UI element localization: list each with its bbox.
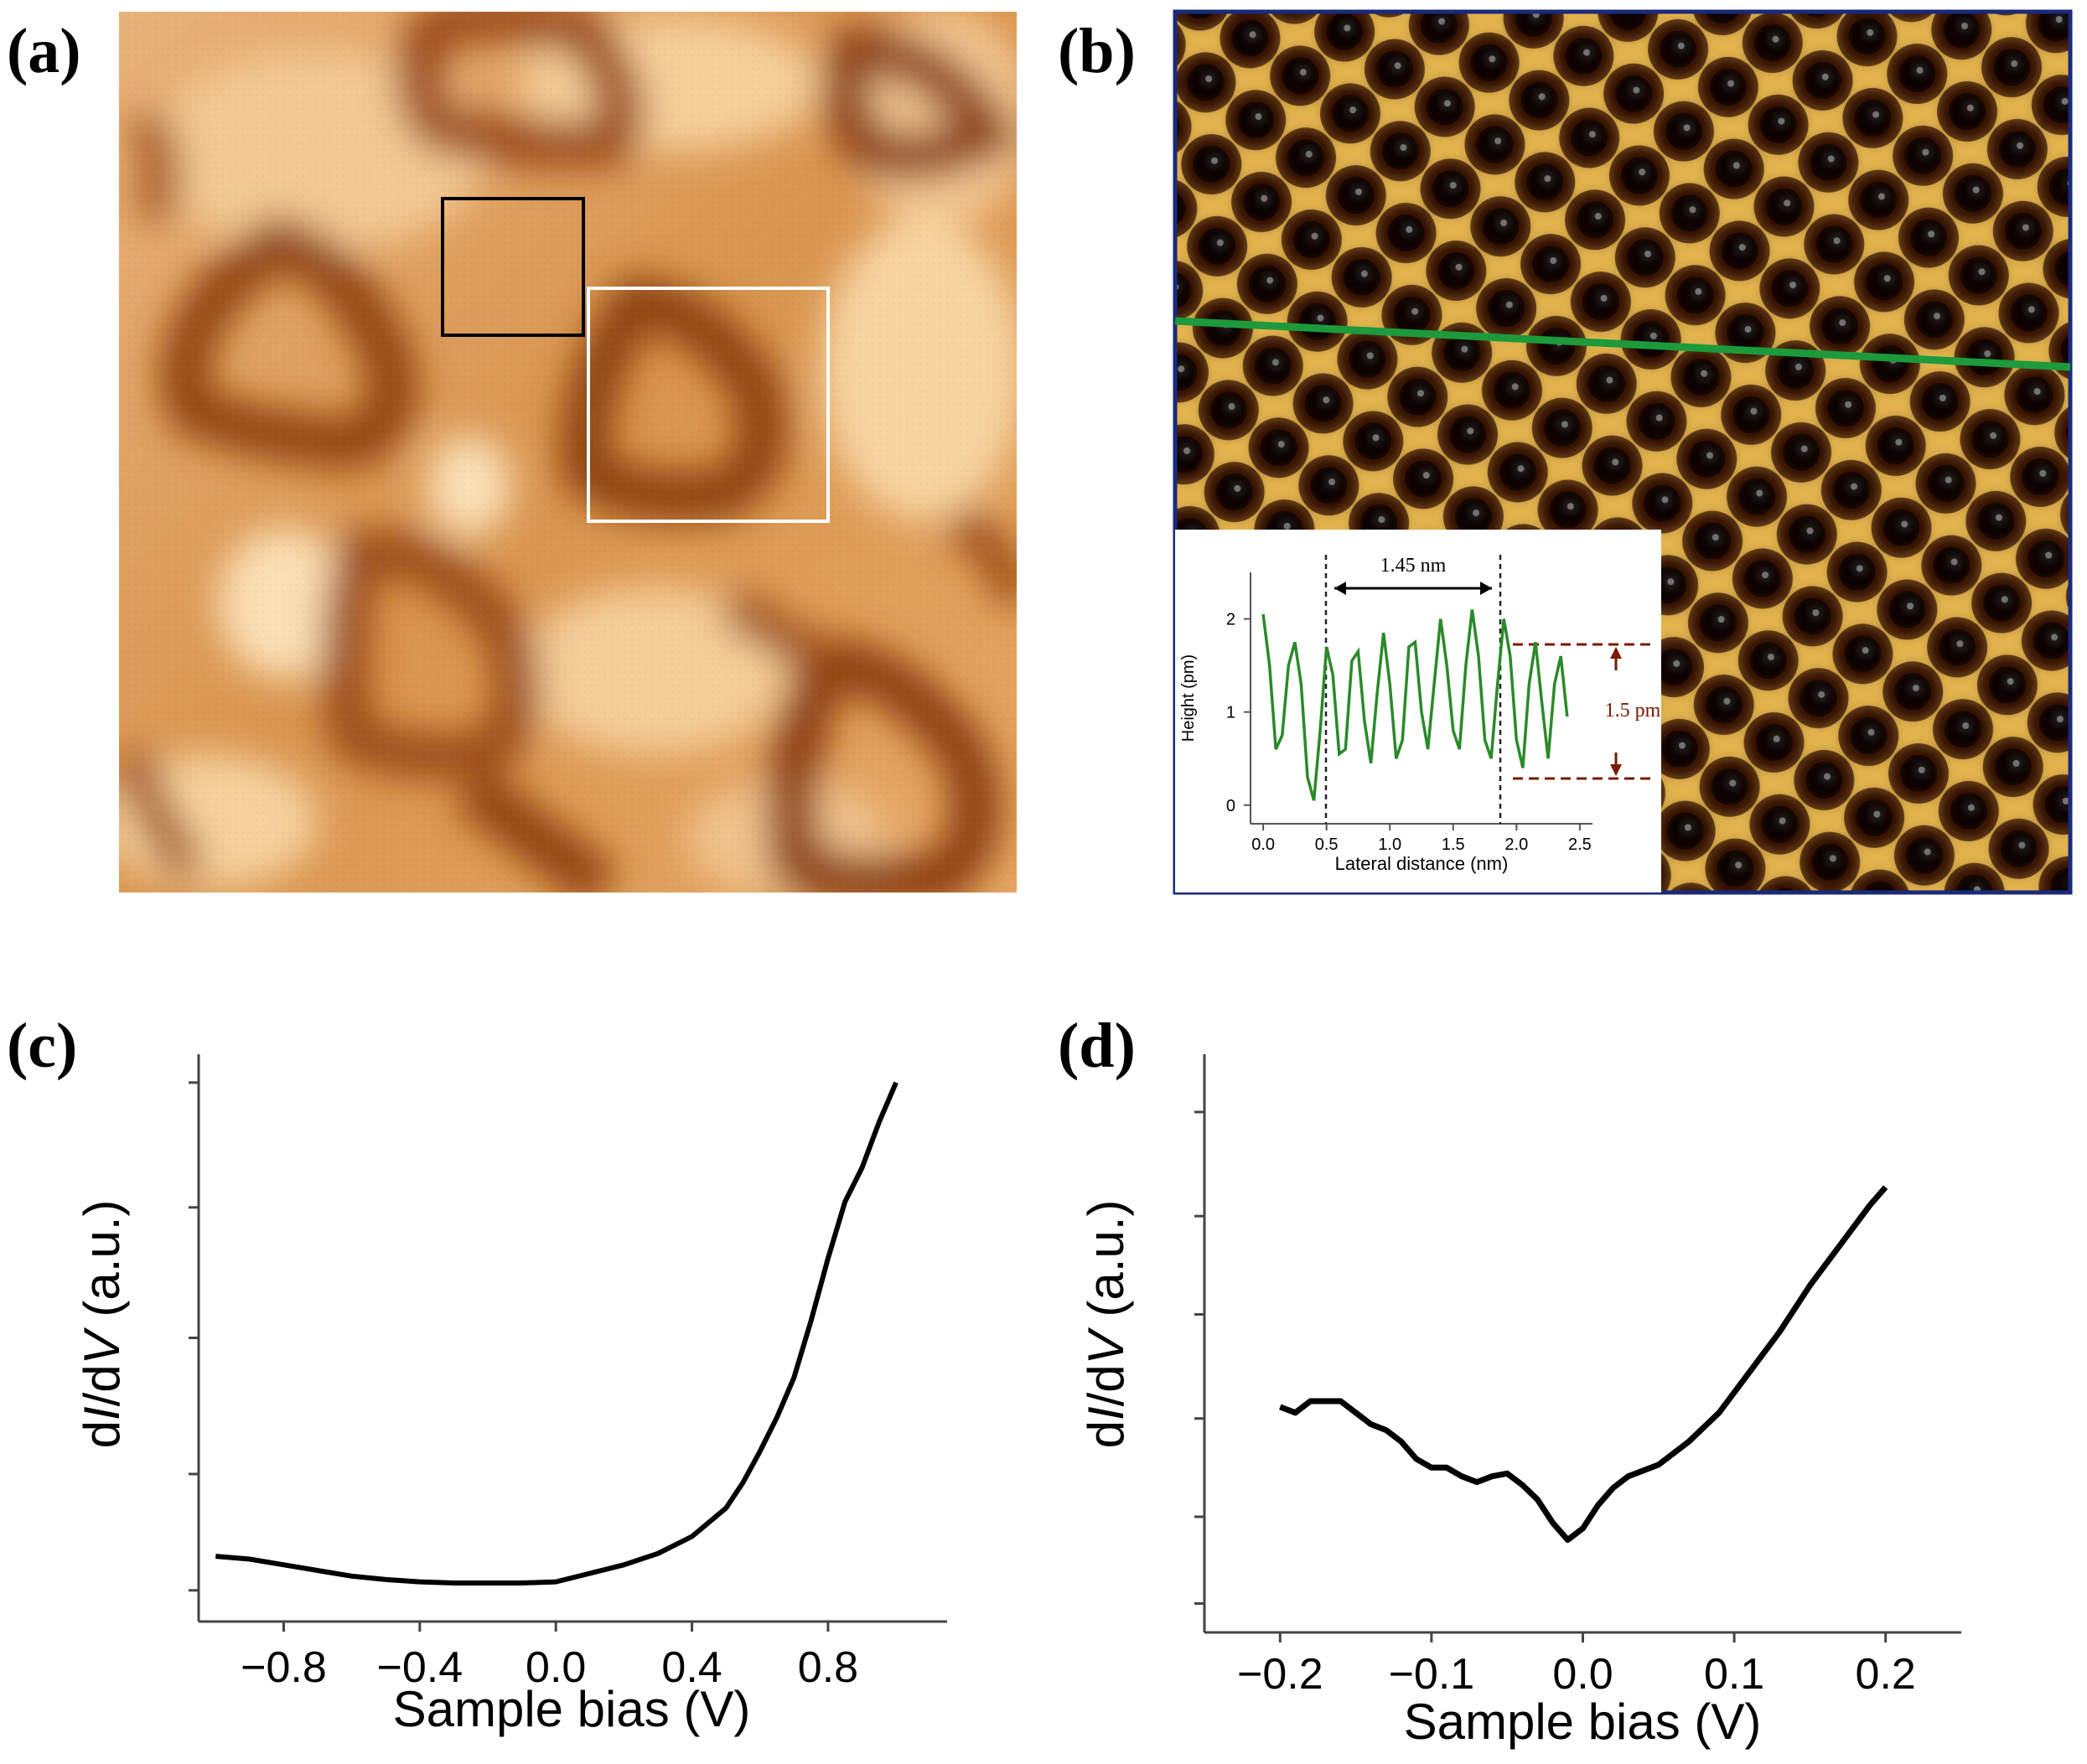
c-ylabel-part: d	[74, 1420, 130, 1448]
panel-c-chart: −0.8 −0.4 0.0 0.4 0.8 dI/dV (a.u.) Sample bi…	[74, 1054, 947, 1737]
profile-line	[1174, 317, 2071, 371]
d-x-tick-label: 0.2	[1856, 1650, 1916, 1699]
panel-label-b: (b)	[1058, 16, 1136, 86]
panel-a-texture	[119, 12, 1017, 892]
d-ylabel-part: I	[1078, 1406, 1134, 1420]
d-series-line	[1279, 1185, 1888, 1544]
inset-profile-series	[1261, 609, 1569, 801]
c-x-tick-label: 0.4	[661, 1643, 722, 1692]
c-x-tick-label: −0.8	[241, 1643, 327, 1692]
c-ylabel: dI/dV (a.u.)	[74, 1200, 130, 1449]
height-arrow-head-up	[1610, 647, 1622, 659]
inset-x-tick-label: 1.0	[1378, 835, 1401, 854]
c-ticks: −0.8 −0.4 0.0 0.4 0.8	[189, 1081, 858, 1692]
height-annotation: 1.5 pm	[1605, 700, 1661, 722]
d-x-tick-label: 0.0	[1552, 1650, 1613, 1699]
panel-b-image: 0.0 0.5 1.0 1.5 2.0 2.5 0 1 2 Height (pm) Latera…	[1173, 9, 2073, 895]
d-x-tick-label: 0.1	[1704, 1650, 1764, 1699]
inset-y-tick-label: 1	[1226, 704, 1235, 722]
c-series-line	[215, 1081, 898, 1586]
c-xlabel: Sample bias (V)	[393, 1681, 751, 1737]
d-ylabel-part: (a.u.)	[1078, 1200, 1134, 1332]
period-arrow-head-right	[1480, 582, 1492, 595]
panel-d-chart: −0.2 −0.1 0.0 0.1 0.2 dI/dV (a.u.) Sample bi…	[1078, 1054, 1961, 1750]
d-ylabel-part: /d	[1078, 1364, 1134, 1406]
d-ylabel-part: V	[1078, 1327, 1134, 1364]
c-ylabel-part: V	[74, 1327, 130, 1364]
d-ylabel: dI/dV (a.u.)	[1078, 1200, 1134, 1449]
d-x-tick-label: −0.1	[1389, 1650, 1475, 1699]
d-ylabel-part: d	[1078, 1420, 1134, 1448]
c-ylabel-part: I	[74, 1406, 130, 1420]
height-arrow-head-down	[1610, 764, 1622, 776]
d-x-tick-label: −0.2	[1237, 1650, 1323, 1699]
line-profile-inset: 0.0 0.5 1.0 1.5 2.0 2.5 0 1 2 Height (pm) Latera…	[1175, 530, 1661, 892]
period-annotation: 1.45 nm	[1380, 555, 1447, 577]
inset-y-tick-label: 2	[1226, 611, 1235, 629]
panel-label-c: (c)	[7, 1011, 78, 1081]
c-x-tick-label: −0.4	[377, 1643, 463, 1692]
period-arrow-head-left	[1334, 582, 1346, 595]
c-ylabel-part: (a.u.)	[74, 1200, 130, 1332]
panel-label-d: (d)	[1058, 1011, 1136, 1081]
inset-x-tick-label: 2.0	[1504, 835, 1528, 854]
c-x-tick-label: 0.0	[526, 1643, 586, 1692]
panel-a-image	[119, 12, 1017, 892]
inset-ylabel: Height (pm)	[1179, 654, 1198, 742]
inset-x-tick-label: 0.5	[1315, 835, 1339, 854]
d-xlabel: Sample bias (V)	[1404, 1694, 1762, 1750]
c-x-tick-label: 0.8	[798, 1643, 858, 1692]
inset-ticks: 0.0 0.5 1.0 1.5 2.0 2.5 0 1 2	[1226, 611, 1592, 854]
inset-background	[1175, 530, 1661, 892]
panel-label-a: (a)	[7, 16, 81, 86]
inset-x-tick-label: 1.5	[1442, 835, 1465, 854]
inset-xlabel: Lateral distance (nm)	[1335, 853, 1509, 874]
selection-box-white	[587, 287, 830, 523]
inset-x-tick-label: 0.0	[1251, 835, 1275, 854]
d-ticks: −0.2 −0.1 0.0 0.1 0.2	[1194, 1110, 1916, 1699]
inset-x-tick-label: 2.5	[1568, 835, 1592, 854]
inset-y-tick-label: 0	[1226, 797, 1235, 815]
selection-box-black	[441, 197, 585, 337]
c-ylabel-part: /d	[74, 1364, 130, 1406]
